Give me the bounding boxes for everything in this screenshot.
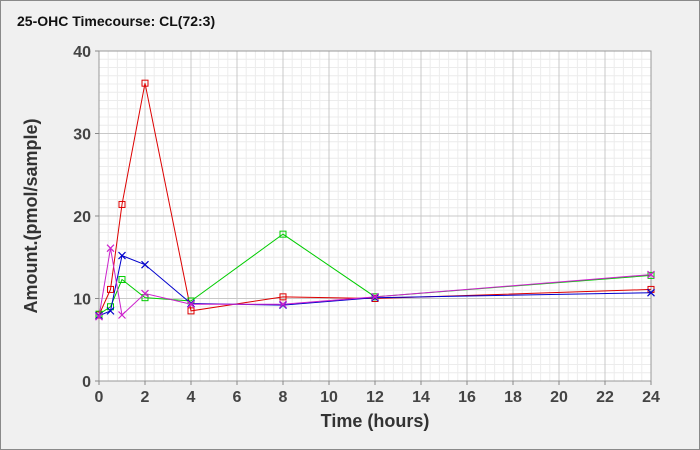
- x-tick-label: 18: [504, 389, 522, 406]
- data-point: [118, 251, 126, 260]
- data-point: [118, 276, 126, 284]
- data-point: [279, 293, 287, 301]
- data-point: [95, 312, 103, 321]
- y-tick-label: 0: [82, 374, 91, 391]
- data-point: [187, 307, 195, 315]
- x-axis-label: Time (hours): [321, 411, 430, 431]
- x-tick-label: 6: [233, 389, 242, 406]
- x-tick-label: 10: [320, 389, 338, 406]
- x-tick-label: 20: [550, 389, 568, 406]
- x-tick-label: 24: [642, 389, 660, 406]
- y-axis-ticks: 0 10 20 30 40: [73, 44, 99, 391]
- y-tick-label: 20: [73, 209, 91, 226]
- data-point: [118, 311, 126, 319]
- x-tick-label: 4: [187, 389, 196, 406]
- x-tick-label: 0: [95, 389, 104, 406]
- data-point: [107, 285, 114, 293]
- data-point: [118, 200, 126, 208]
- data-point: [141, 260, 149, 269]
- data-point: [647, 271, 655, 279]
- y-axis-label: Amount.(pmol/sample): [21, 118, 41, 313]
- series-4: [95, 244, 655, 321]
- data-point: [187, 300, 195, 309]
- y-tick-label: 10: [73, 292, 91, 309]
- data-point: [279, 300, 287, 309]
- series-layer: [95, 79, 655, 321]
- x-tick-label: 2: [141, 389, 150, 406]
- y-tick-label: 40: [73, 44, 91, 61]
- x-tick-label: 14: [412, 389, 430, 406]
- data-point: [141, 79, 149, 87]
- data-point: [279, 230, 287, 238]
- series-line: [98, 248, 652, 317]
- x-tick-label: 12: [366, 389, 384, 406]
- data-point: [371, 292, 379, 301]
- x-tick-label: 16: [458, 389, 476, 406]
- data-point: [141, 294, 149, 302]
- chart-title: 25-OHC Timecourse: CL(72:3): [17, 13, 216, 29]
- data-point: [647, 288, 655, 297]
- data-point: [106, 244, 115, 253]
- series-line: [98, 254, 652, 317]
- x-tick-label: 22: [596, 389, 614, 406]
- data-point: [647, 270, 655, 279]
- y-tick-label: 30: [73, 127, 91, 144]
- x-axis-ticks: 0 2 4 6 8 10 12 14 16 18 20 22 24: [95, 381, 660, 406]
- data-point: [106, 306, 115, 315]
- x-tick-label: 8: [279, 389, 288, 406]
- data-point: [141, 289, 149, 298]
